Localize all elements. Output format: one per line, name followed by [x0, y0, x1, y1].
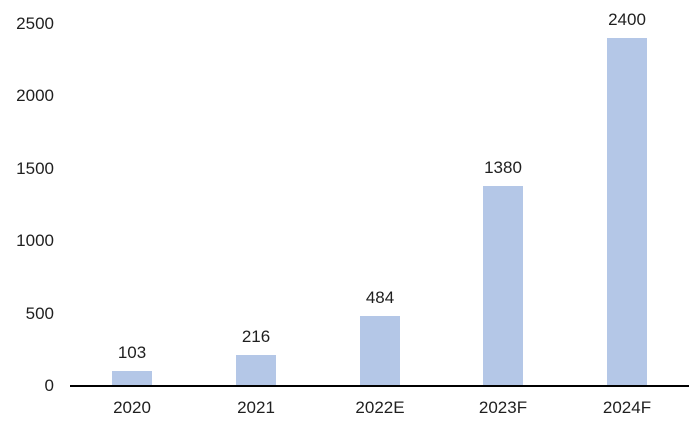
bar-value-label-2021: 216: [241, 327, 271, 346]
y-axis-tick-label-0: 0: [44, 376, 54, 395]
x-axis-line: [70, 385, 689, 387]
bar-value-label-2022E: 484: [365, 288, 395, 307]
y-axis-tick-label-500: 500: [25, 303, 54, 323]
x-axis-category-label-2020: 2020: [113, 398, 151, 417]
x-axis-category-label-2021: 2021: [237, 398, 275, 417]
x-axis-category-label-2023F: 2023F: [478, 398, 528, 417]
bar-2020: [112, 371, 152, 385]
bar-2022E: [360, 316, 400, 385]
y-axis-tick-label-2000: 2000: [16, 86, 54, 106]
bar-value-label-2020: 103: [117, 343, 147, 362]
bar-value-label-2024F: 2400: [608, 10, 646, 29]
y-axis-tick-label-2500: 2500: [16, 14, 54, 33]
bar-2021: [236, 355, 276, 385]
x-axis-category-label-2022E: 2022E: [355, 398, 405, 417]
bar-2024F: [607, 38, 647, 385]
x-axis-category-label-2024F: 2024F: [602, 398, 652, 417]
y-axis-tick-label-1500: 1500: [16, 158, 54, 178]
bar-2023F: [483, 186, 523, 385]
bar-value-label-2023F: 1380: [484, 158, 522, 177]
y-axis-tick-label-1000: 1000: [16, 231, 54, 251]
